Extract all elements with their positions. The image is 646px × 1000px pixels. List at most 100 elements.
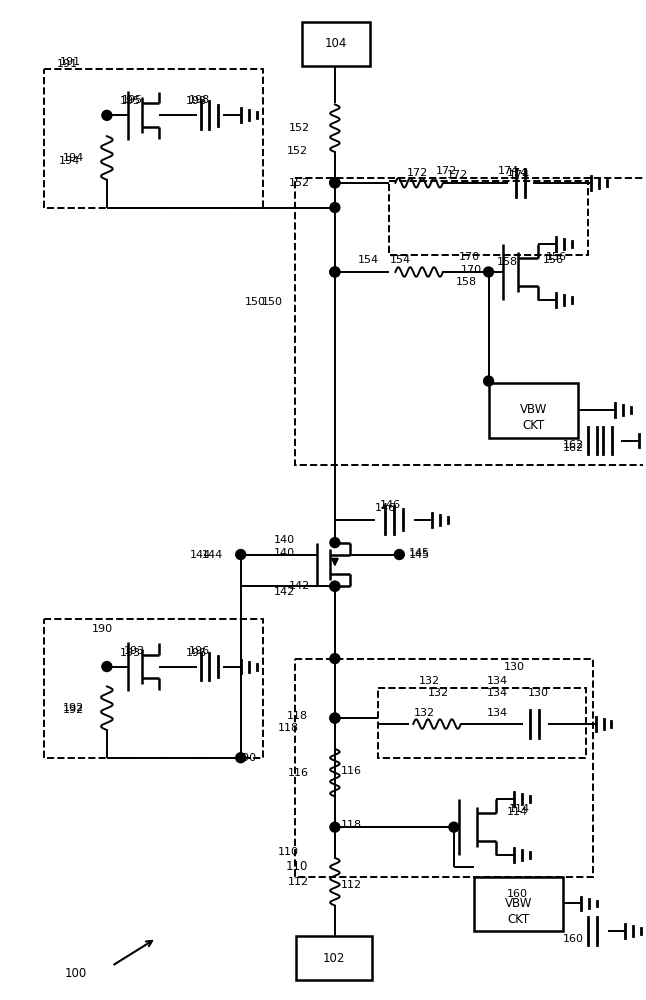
Text: CKT: CKT (522, 419, 545, 432)
Circle shape (330, 654, 340, 664)
Bar (390, 181, 588, 255)
Text: 145: 145 (410, 548, 430, 558)
Circle shape (330, 538, 340, 548)
Text: 192: 192 (63, 705, 84, 715)
Circle shape (330, 203, 340, 212)
Text: CKT: CKT (507, 913, 530, 926)
Text: 152: 152 (289, 123, 310, 133)
Text: 145: 145 (410, 550, 430, 560)
Circle shape (330, 267, 340, 277)
Text: 114: 114 (508, 804, 530, 814)
Text: 102: 102 (323, 952, 345, 965)
Bar (45, 69, 262, 208)
Text: 134: 134 (486, 708, 508, 718)
Text: 170: 170 (461, 265, 482, 275)
Text: 130: 130 (528, 688, 549, 698)
Text: 118: 118 (287, 711, 308, 721)
Text: 152: 152 (287, 146, 308, 156)
Text: 162: 162 (563, 440, 584, 450)
Bar (488, 383, 578, 438)
Text: 134: 134 (486, 676, 508, 686)
Text: 110: 110 (286, 860, 308, 873)
Text: 118: 118 (341, 820, 362, 830)
Bar (45, 619, 262, 758)
Bar (302, 22, 370, 66)
Text: 156: 156 (546, 252, 567, 262)
Text: 174: 174 (506, 168, 528, 178)
Text: 191: 191 (60, 57, 81, 67)
Text: 146: 146 (375, 503, 396, 513)
Text: 150: 150 (262, 297, 282, 307)
Text: 132: 132 (428, 688, 449, 698)
Bar (295, 178, 646, 465)
Text: 140: 140 (274, 548, 295, 558)
Text: 158: 158 (455, 277, 477, 287)
Text: 112: 112 (341, 880, 362, 890)
Text: 190: 190 (92, 624, 113, 634)
Text: 142: 142 (289, 581, 310, 591)
Text: 142: 142 (274, 587, 295, 597)
Bar (474, 877, 563, 931)
Text: 144: 144 (190, 550, 211, 560)
Text: VBW: VBW (505, 897, 532, 910)
Bar (295, 659, 592, 877)
Text: 114: 114 (506, 807, 528, 817)
Bar (297, 936, 371, 980)
Text: 132: 132 (414, 708, 435, 718)
Text: 154: 154 (390, 255, 411, 265)
Text: 116: 116 (288, 768, 309, 778)
Text: 172: 172 (436, 166, 457, 176)
Circle shape (330, 822, 340, 832)
Text: 150: 150 (244, 297, 266, 307)
Text: 152: 152 (289, 178, 310, 188)
Text: 116: 116 (341, 766, 362, 776)
Text: 144: 144 (202, 550, 223, 560)
Text: VBW: VBW (519, 403, 547, 416)
Text: 172: 172 (407, 168, 428, 178)
Circle shape (330, 178, 340, 188)
Circle shape (236, 550, 245, 559)
Bar (377, 688, 586, 758)
Circle shape (449, 822, 459, 832)
Circle shape (484, 376, 494, 386)
Text: 156: 156 (543, 255, 564, 265)
Circle shape (330, 713, 340, 723)
Text: 130: 130 (503, 662, 525, 672)
Text: 193: 193 (124, 646, 145, 656)
Circle shape (330, 581, 340, 591)
Text: 160: 160 (563, 934, 584, 944)
Text: 146: 146 (379, 500, 401, 510)
Text: 195: 195 (120, 96, 141, 106)
Text: 198: 198 (186, 96, 207, 106)
Text: 191: 191 (57, 59, 78, 69)
Text: 170: 170 (459, 252, 480, 262)
Circle shape (102, 662, 112, 672)
Text: 193: 193 (120, 648, 141, 658)
Text: 174: 174 (498, 166, 519, 176)
Text: 134: 134 (487, 688, 508, 698)
Text: 112: 112 (288, 877, 309, 887)
Text: 154: 154 (358, 255, 379, 265)
Circle shape (330, 713, 340, 723)
Circle shape (236, 753, 245, 763)
Text: 110: 110 (278, 847, 299, 857)
Text: 160: 160 (506, 889, 527, 899)
Text: 100: 100 (64, 967, 87, 980)
Text: 194: 194 (59, 156, 80, 166)
Circle shape (330, 178, 340, 188)
Circle shape (102, 110, 112, 120)
Text: 190: 190 (236, 753, 257, 763)
Circle shape (330, 178, 340, 188)
Text: 118: 118 (278, 723, 299, 733)
Circle shape (394, 550, 404, 559)
Circle shape (484, 267, 494, 277)
Text: 104: 104 (325, 37, 347, 50)
Text: 192: 192 (63, 703, 84, 713)
Text: 196: 196 (186, 648, 207, 658)
Text: 198: 198 (189, 95, 211, 105)
Text: 174: 174 (508, 170, 530, 180)
Circle shape (330, 267, 340, 277)
Text: 195: 195 (121, 95, 143, 105)
Text: 158: 158 (497, 257, 517, 267)
Text: 140: 140 (274, 535, 295, 545)
